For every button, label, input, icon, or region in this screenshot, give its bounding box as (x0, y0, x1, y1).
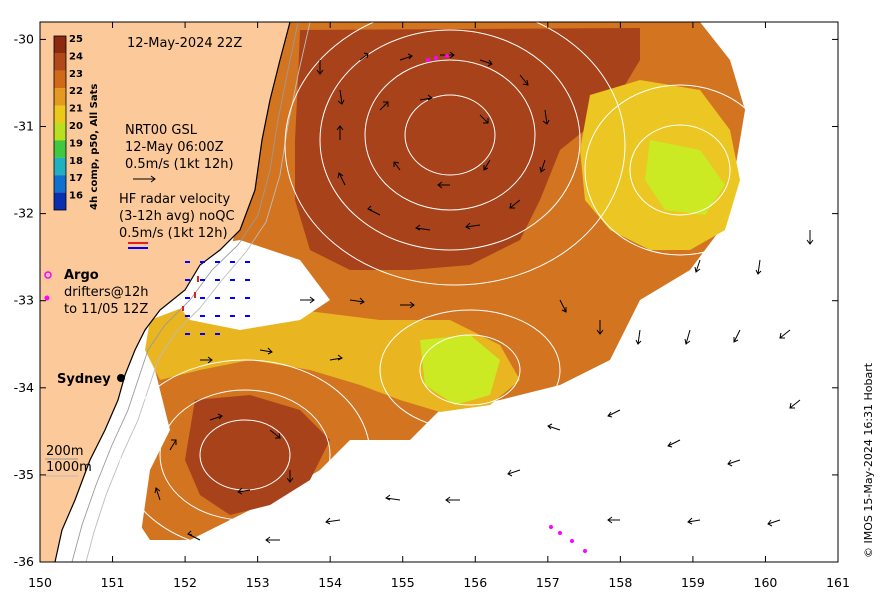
lon-tick-label: 157 (536, 575, 560, 590)
lat-tick-label: -30 (14, 31, 34, 46)
land-australia (40, 22, 290, 562)
lon-tick-label: 150 (28, 575, 52, 590)
lon-tick-label: 160 (754, 575, 778, 590)
lon-tick-label: 161 (826, 575, 850, 590)
colorbar-tick-label: 17 (69, 173, 83, 184)
plot-frame (39, 21, 839, 563)
legend-drifter-line1: drifters@12h (64, 285, 149, 300)
colorbar-swatch (54, 105, 66, 123)
isobath-200m (71, 22, 299, 562)
colorbar-frame (53, 35, 67, 211)
legend-gsl-line3: 0.5m/s (1kt 12h) (125, 157, 234, 172)
legend-depth-200: 200m (46, 444, 83, 459)
colorbar-tick-label: 18 (69, 156, 83, 167)
colorbar-tick-label: 24 (69, 51, 83, 62)
legend-depth-1000: 1000m (46, 460, 92, 475)
sst-hot-core (295, 28, 640, 270)
colorbar-swatch (54, 53, 66, 71)
colorbar-tick-label: 19 (69, 138, 83, 149)
map-timestamp: 12-May-2024 22Z (127, 36, 242, 51)
coastline (54, 22, 291, 562)
colorbar-swatch (54, 157, 66, 176)
colorbar-tick-label: 16 (69, 191, 83, 202)
legend-hf-line2: (3-12h avg) noQC (119, 209, 235, 224)
sst-field (40, 22, 745, 562)
legend-hf-arrows (128, 242, 148, 249)
hf-radar-vectors (185, 261, 250, 335)
sydney-marker (117, 374, 125, 382)
sydney-label: Sydney (57, 372, 111, 387)
lon-tick-label: 158 (608, 575, 632, 590)
legend-gsl-line1: NRT00 GSL (125, 123, 198, 138)
lat-tick-label: -36 (14, 554, 34, 569)
isobath-1000m (85, 22, 311, 562)
colorbar-tick-label: 23 (69, 69, 83, 80)
lat-tick-label: -32 (14, 206, 34, 221)
legend-drifter-marker (44, 295, 50, 301)
colorbar-swatch (54, 140, 66, 158)
velocity-vectors (154, 51, 814, 544)
lon-tick-label: 153 (246, 575, 270, 590)
legend-drifter-line2: to 11/05 12Z (64, 302, 148, 317)
lat-tick-label: -34 (14, 380, 34, 395)
colorbar-title: 4h comp, p50, All Sats (89, 84, 100, 210)
lon-tick-label: 159 (681, 575, 705, 590)
colorbar-swatch (54, 70, 66, 89)
colorbar-swatch (54, 123, 66, 141)
lon-tick-label: 151 (101, 575, 125, 590)
legend-gsl-arrow (133, 175, 156, 183)
colorbar-tick-label: 21 (69, 104, 83, 115)
colorbar-swatch (54, 88, 66, 106)
longitude-axis: 150 151 152 153 154 155 156 157 158 159 160 161 (28, 22, 850, 590)
colorbar-tick-label: 22 (69, 86, 83, 97)
hf-radar-red-vectors (182, 276, 199, 311)
lat-tick-label: -35 (14, 467, 34, 482)
colorbar-swatch (54, 192, 66, 210)
colorbar-tick-label: 25 (69, 34, 83, 45)
legend-gsl-line2: 12-May 06:00Z (125, 140, 224, 155)
sst-green-patch (420, 335, 500, 405)
drifter-tracks (426, 54, 587, 553)
colorbar-tick-label: 20 (69, 121, 83, 132)
lon-tick-label: 154 (318, 575, 342, 590)
lon-tick-label: 155 (391, 575, 415, 590)
legend-argo-marker (44, 271, 52, 279)
colorbar: 25 24 23 22 21 20 19 18 17 16 4h comp, p50, All S… (53, 34, 100, 211)
lat-tick-label: -33 (14, 293, 34, 308)
colorbar-labels: 25 24 23 22 21 20 19 18 17 16 (69, 34, 83, 202)
colorbar-swatch (54, 36, 66, 54)
colorbar-swatch (54, 175, 66, 193)
legend-hf-line3: 0.5m/s (1kt 12h) (119, 226, 228, 241)
lon-tick-label: 152 (173, 575, 197, 590)
colorbar-swatches (53, 35, 67, 211)
lon-tick-label: 156 (463, 575, 487, 590)
sea-level-contours (119, 22, 776, 551)
latitude-axis: -30 -31 -32 -33 -34 -35 -36 (14, 31, 838, 569)
legend-argo-label: Argo (64, 268, 99, 283)
cloud-gap-coast (165, 240, 330, 330)
lat-tick-label: -31 (14, 119, 34, 134)
sst-green-patch-2 (645, 140, 725, 215)
credit-text: © IMOS 15-May-2024 16:31 Hobart (862, 362, 875, 558)
legend-hf-line1: HF radar velocity (119, 192, 231, 207)
